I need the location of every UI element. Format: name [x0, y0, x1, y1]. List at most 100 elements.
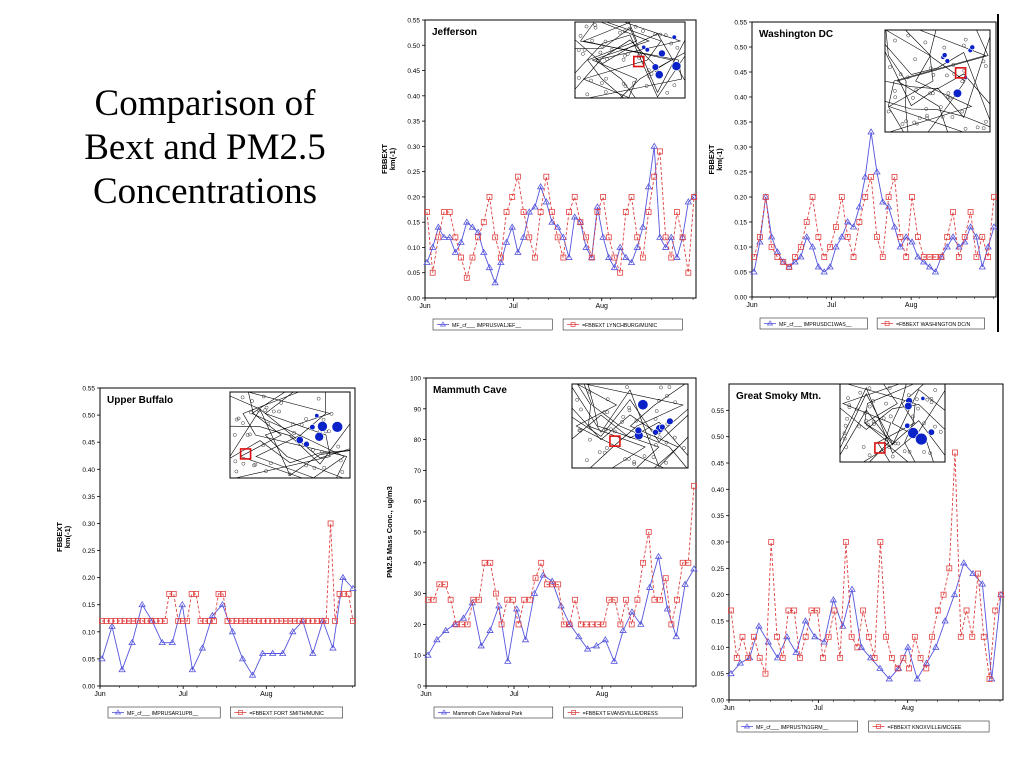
model-point [559, 233, 568, 240]
observed-point [336, 590, 343, 597]
model-point [542, 198, 551, 205]
observed-point [679, 559, 686, 566]
model-point [997, 590, 1005, 598]
observed-point [651, 596, 658, 603]
observed-point [980, 633, 987, 640]
model-point [463, 218, 471, 225]
observed-point [885, 194, 892, 200]
model-point [289, 628, 297, 635]
observed-point [967, 209, 974, 215]
observed-point [733, 654, 740, 661]
observed-point [842, 539, 849, 545]
observed-point [975, 570, 981, 577]
observed-point [549, 581, 556, 588]
model-point [480, 248, 488, 255]
legend-label: MF_cf___ IMPRUSDC1WAS__ [779, 322, 852, 328]
model-point [931, 268, 940, 275]
observed-point [634, 596, 641, 603]
observed-point [197, 618, 204, 624]
observed-point [640, 559, 646, 566]
y-tick-label: 0.50 [734, 45, 747, 52]
observed-point [594, 209, 601, 215]
observed-point [452, 234, 459, 241]
model-point [536, 183, 545, 190]
observed-point [549, 209, 555, 215]
x-month-label: Jul [814, 705, 823, 712]
model-point [138, 600, 146, 608]
observed-point [837, 654, 844, 661]
observed-point [487, 559, 494, 566]
model-point [785, 263, 793, 270]
y-tick-label: 0.20 [82, 575, 95, 582]
model-point [978, 263, 986, 270]
observed-point [560, 621, 567, 628]
series-line-observed [102, 523, 354, 622]
observed-point [436, 581, 443, 588]
model-point [941, 617, 949, 624]
model-point [474, 228, 482, 235]
observed-point [583, 234, 589, 241]
observed-point [825, 633, 832, 640]
observed-point [779, 654, 786, 661]
model-point [601, 636, 610, 643]
observed-point [179, 618, 186, 624]
model-point [802, 233, 811, 240]
model-point [914, 253, 922, 260]
y-tick-label: 0.25 [734, 170, 747, 177]
observed-point [273, 618, 280, 624]
model-point [622, 253, 630, 260]
y-tick-label: 0.30 [407, 144, 420, 151]
model-point [238, 655, 247, 662]
observed-point [520, 209, 527, 215]
series-line-observed [753, 176, 995, 268]
observed-point [99, 618, 105, 624]
x-month-label: Jul [827, 302, 836, 309]
y-tick-label: 60 [414, 499, 422, 506]
y-tick-label: 0.05 [711, 671, 724, 678]
observed-point [938, 254, 945, 260]
model-point [519, 233, 528, 240]
y-tick-label: 0.10 [711, 645, 724, 652]
observed-point [762, 670, 769, 677]
slide-edge-line [997, 14, 999, 332]
observed-point [300, 618, 307, 624]
model-point [791, 258, 799, 265]
model-point [502, 238, 511, 245]
chart-legend: MF_cf___ IMPRUSVA1JEF__ =FBBEXT LYNCHBURG… [432, 318, 683, 331]
legend-label: =FBBEXT LYNCHBURG/MUNIC [582, 323, 657, 329]
model-point [673, 253, 681, 260]
observed-point [435, 234, 442, 241]
model-point [309, 649, 317, 656]
y-tick-label: 90 [414, 406, 422, 413]
observed-point [211, 618, 217, 624]
observed-point [785, 607, 792, 614]
model-point [969, 569, 977, 577]
y-tick-label: 0.50 [82, 413, 95, 420]
observed-point [780, 259, 787, 265]
y-tick-label: 0.15 [711, 619, 724, 626]
y-tick-label: 0.45 [407, 68, 420, 75]
model-point [605, 253, 613, 260]
model-point [814, 263, 823, 270]
observed-point [838, 194, 845, 200]
observed-point [269, 618, 276, 624]
model-point [656, 233, 664, 240]
y-tick-label: 0.20 [734, 195, 747, 202]
observed-point [657, 596, 663, 603]
model-point [690, 565, 698, 572]
observed-point [572, 596, 579, 603]
model-point [762, 193, 770, 200]
model-point [627, 258, 636, 266]
model-point [949, 233, 957, 240]
observed-point [879, 254, 886, 260]
observed-point [791, 607, 798, 614]
model-point [832, 243, 840, 250]
model-point [955, 243, 963, 250]
model-point [764, 638, 772, 645]
observed-point [600, 194, 607, 200]
y-tick-label: 20 [414, 622, 422, 629]
y-tick-label: 0.15 [82, 602, 95, 609]
observed-point [768, 244, 775, 250]
model-point [268, 649, 277, 656]
y-tick-label: 0.40 [711, 487, 724, 494]
